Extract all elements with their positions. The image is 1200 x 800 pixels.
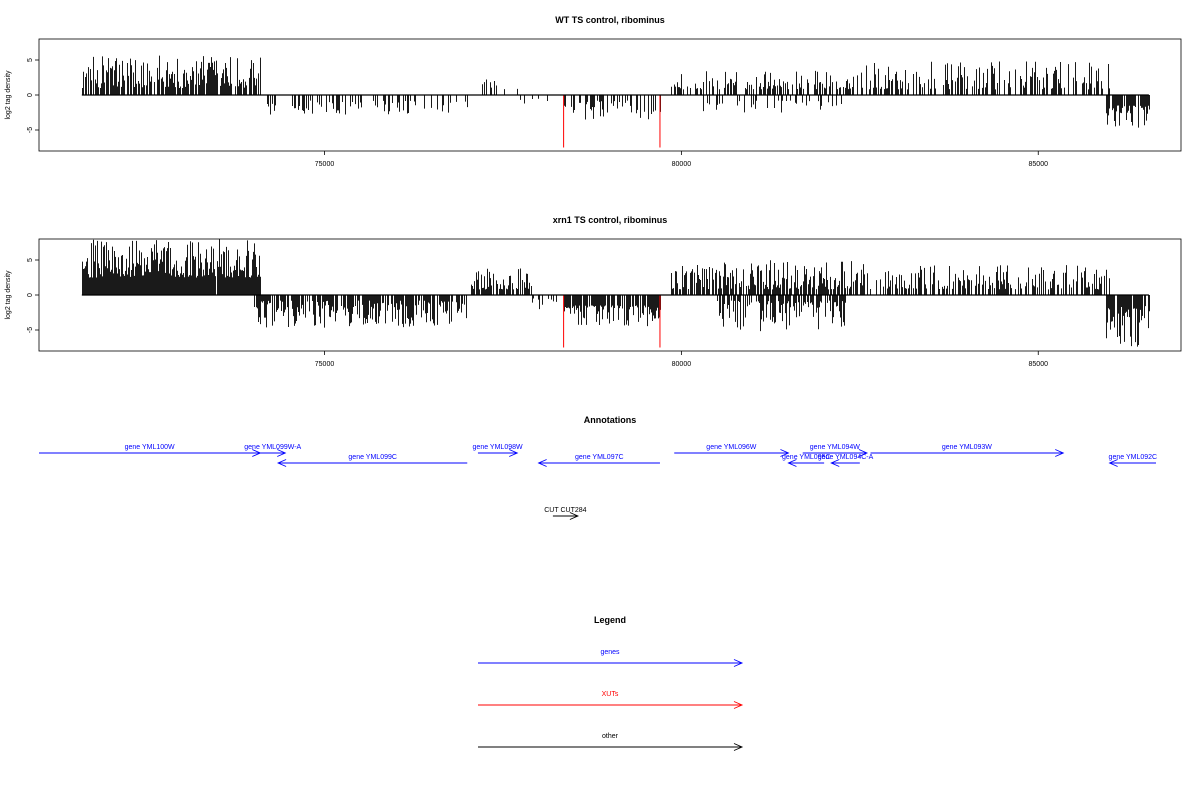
feature-label: gene YML096W [706, 444, 756, 451]
feature-arrowhead [276, 459, 287, 467]
legend-item: genes [478, 649, 744, 667]
x-tick-label: 85000 [1029, 361, 1049, 368]
legend-item-label: XUTs [602, 691, 619, 698]
xrn1-plot-frame [38, 238, 1182, 352]
x-tick-label: 80000 [672, 161, 692, 168]
feature-arrowhead [780, 449, 790, 457]
y-tick-label: 5 [27, 58, 34, 62]
feature-label: gene YML094C-A [818, 454, 874, 461]
annotation-feature: gene YML099C [276, 454, 468, 467]
feature-label: gene YML093W [942, 444, 992, 451]
wt-bars [81, 55, 1150, 148]
feature-label: gene YML099W-A [244, 444, 301, 451]
wt-y-axis-label: log2 tag density [5, 70, 12, 120]
xrn1-panel-title: xrn1 TS control, ribominus [553, 215, 668, 225]
xrn1-y-axis-label: log2 tag density [5, 270, 12, 320]
annotation-feature: gene YML097C [537, 454, 660, 467]
xrn1-density-panel: xrn1 TS control, ribominus log2 tag dens… [5, 215, 1182, 368]
xrn1-axis-ticks: 75000 80000 85000 -5 0 5 [27, 258, 1048, 368]
legend-item-arrowhead [733, 743, 744, 751]
annotation-feature: gene YML094W [802, 444, 869, 457]
wt-panel-title: WT TS control, ribominus [555, 15, 665, 25]
wt-axis-ticks: 75000 80000 85000 -5 0 5 [27, 58, 1048, 168]
y-tick-label: -5 [27, 127, 34, 133]
feature-arrowhead [277, 449, 287, 457]
feature-label: gene YML098W [473, 444, 523, 451]
annotation-feature: gene YML093W [870, 444, 1065, 457]
feature-arrowhead [787, 459, 797, 467]
feature-label: gene YML095C [782, 454, 831, 461]
legend-items: genes XUTs other [478, 649, 744, 751]
legend-item-label: other [602, 733, 619, 740]
x-tick-label: 85000 [1029, 161, 1049, 168]
xrn1-bars [81, 239, 1150, 348]
legend-item: XUTs [478, 691, 744, 709]
feature-arrowhead [830, 459, 840, 467]
feature-arrowhead [509, 449, 519, 457]
feature-label: gene YML100W [125, 444, 175, 451]
legend-title: Legend [594, 615, 626, 625]
annotations-track: Annotations gene YML100W gene YML099W-Age… [39, 415, 1157, 520]
legend-item-label: genes [600, 649, 620, 656]
wt-density-panel: WT TS control, ribominus log2 tag densit… [5, 15, 1182, 168]
legend: Legend genes XUTs other [478, 615, 744, 751]
y-tick-label: 0 [27, 293, 34, 297]
annotation-feature: gene YML098W [473, 444, 523, 457]
annotation-feature: gene YML094C-A [818, 454, 874, 467]
legend-item: other [478, 733, 744, 751]
feature-arrowhead [1055, 449, 1065, 457]
annotation-feature: gene YML100W [39, 444, 262, 457]
x-tick-label: 75000 [315, 361, 335, 368]
legend-item-arrowhead [733, 701, 744, 709]
feature-arrowhead [858, 449, 869, 457]
annotation-feature: gene YML099W-A [244, 444, 302, 457]
y-tick-label: 5 [27, 258, 34, 262]
annotation-feature: gene YML095C [782, 454, 831, 467]
y-tick-label: -5 [27, 327, 34, 333]
x-tick-label: 80000 [672, 361, 692, 368]
feature-label: CUT CUT284 [544, 507, 586, 514]
feature-arrowhead [569, 512, 580, 520]
feature-label: gene YML094W [810, 444, 860, 451]
y-tick-label: 0 [27, 93, 34, 97]
legend-item-arrowhead [733, 659, 744, 667]
wt-plot-frame [38, 38, 1182, 152]
feature-label: gene YML099C [348, 454, 397, 461]
feature-label: gene YML097C [575, 454, 624, 461]
annotation-feature: gene YML092C [1108, 454, 1158, 467]
feature-arrowhead [1108, 459, 1118, 467]
annotation-features: gene YML100W gene YML099W-A gene YML099C ge… [39, 444, 1157, 520]
feature-arrowhead [537, 459, 547, 467]
annotations-title: Annotations [584, 415, 637, 425]
annotation-feature: CUT CUT284 [544, 507, 587, 520]
annotation-feature: gene YML096W [674, 444, 790, 457]
feature-label: gene YML092C [1109, 454, 1158, 461]
x-tick-label: 75000 [315, 161, 335, 168]
